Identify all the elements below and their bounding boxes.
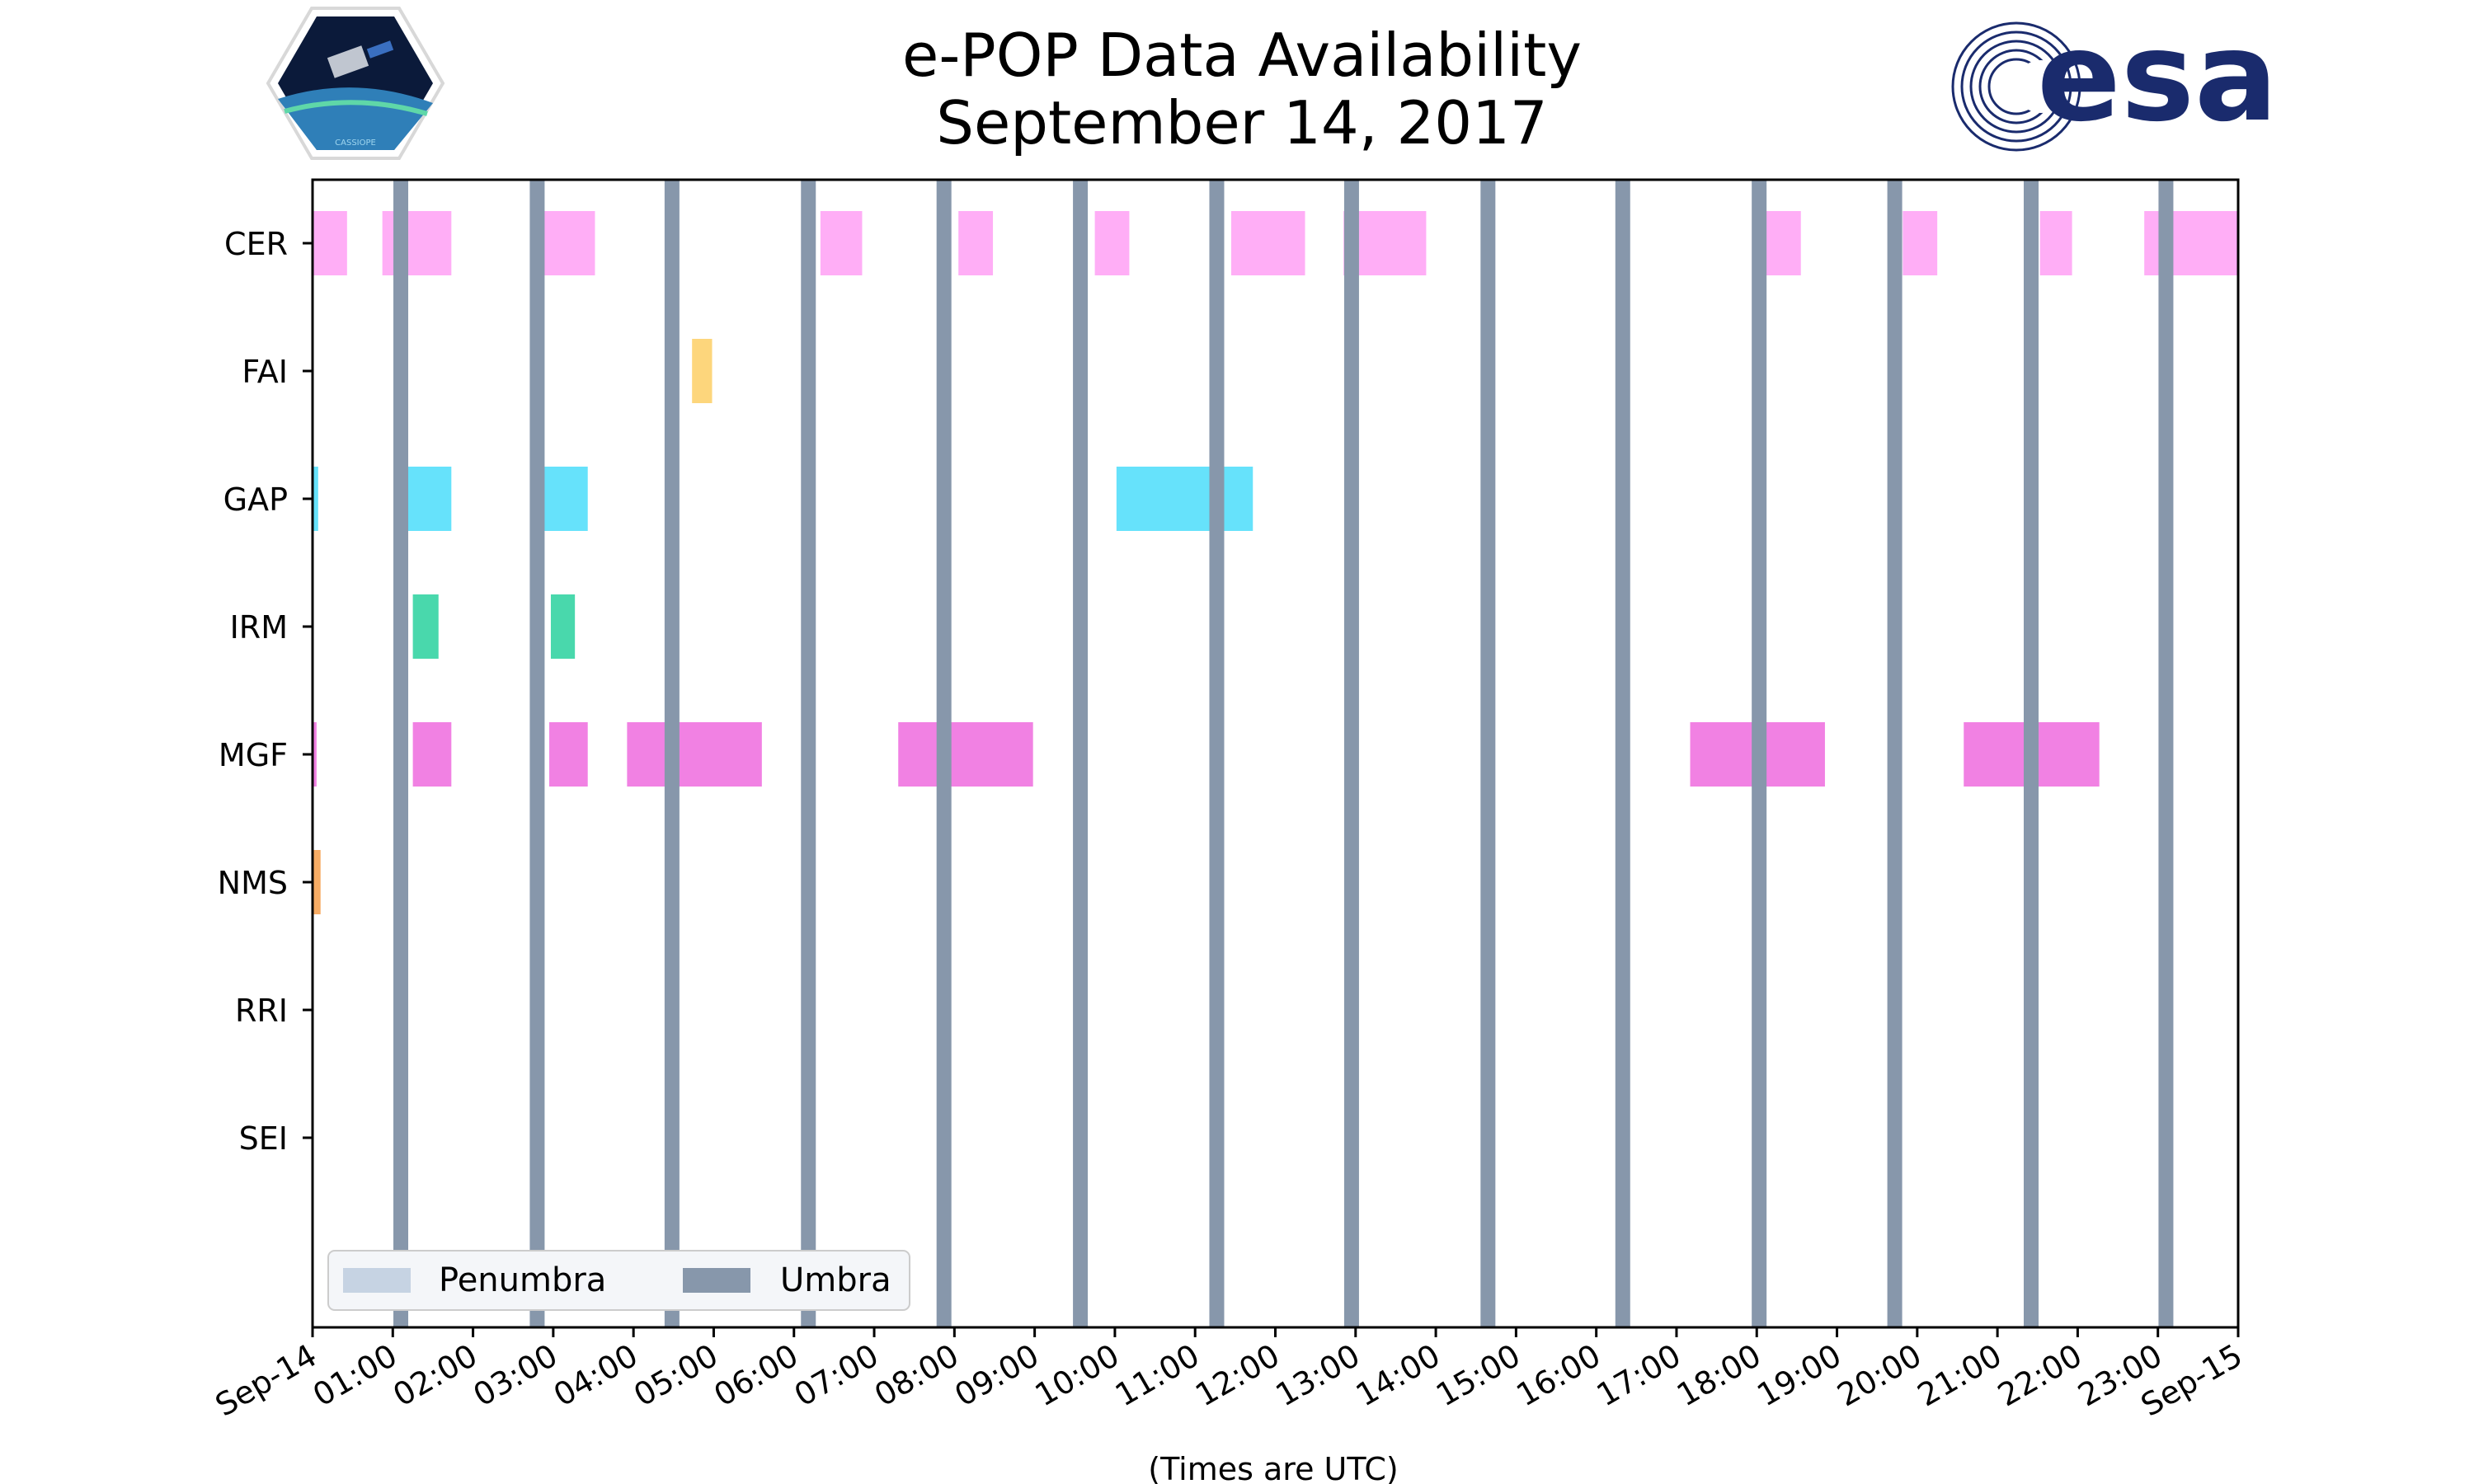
umbra-band-8 — [1480, 180, 1496, 1327]
interval-mgf-1 — [412, 722, 452, 787]
interval-cer-6 — [1230, 211, 1305, 275]
interval-gap-1 — [402, 467, 452, 531]
interval-mgf-4 — [898, 722, 1033, 787]
interval-cer-11 — [2144, 211, 2238, 275]
interval-fai-0 — [692, 339, 713, 403]
y-label-sei: SEI — [239, 1120, 288, 1157]
legend-box — [327, 1250, 910, 1311]
umbra-band-13 — [2158, 180, 2174, 1327]
interval-mgf-0 — [313, 722, 317, 787]
y-label-mgf: MGF — [219, 737, 288, 773]
y-label-nms: NMS — [218, 865, 288, 901]
interval-cer-3 — [820, 211, 863, 275]
interval-cer-1 — [382, 211, 452, 275]
umbra-band-4 — [936, 180, 952, 1327]
y-label-cer: CER — [224, 226, 288, 262]
cassiope-logo-text: CASSIOPE — [335, 139, 376, 148]
umbra-band-7 — [1343, 180, 1359, 1327]
umbra-band-5 — [1073, 180, 1089, 1327]
esa-logo-text: esa — [2037, 6, 2278, 149]
umbra-band-10 — [1752, 180, 1767, 1327]
legend: Penumbra Umbra — [327, 1250, 910, 1311]
y-label-rri: RRI — [235, 993, 288, 1029]
cassiope-logo: CASSIOPE — [266, 7, 445, 160]
interval-cer-9 — [1903, 211, 1938, 275]
umbra-band-11 — [1887, 180, 1903, 1327]
interval-nms-0 — [313, 850, 321, 914]
umbra-band-0 — [393, 180, 409, 1327]
umbra-bands — [393, 180, 2174, 1327]
umbra-band-9 — [1615, 180, 1630, 1327]
legend-umbra-swatch — [683, 1268, 750, 1293]
y-axis: CER FAI GAP IRM MGF NMS RRI SEI — [218, 226, 313, 1157]
interval-gap-3 — [1116, 467, 1253, 531]
interval-cer-8 — [1766, 211, 1801, 275]
umbra-band-2 — [664, 180, 680, 1327]
legend-penumbra-label: Penumbra — [439, 1261, 606, 1299]
umbra-band-6 — [1209, 180, 1225, 1327]
interval-irm-0 — [412, 594, 439, 659]
interval-gap-2 — [537, 467, 588, 531]
x-axis-label: (Times are UTC) — [1148, 1451, 1398, 1484]
interval-gap-0 — [313, 467, 318, 531]
interval-mgf-3 — [627, 722, 762, 787]
umbra-band-1 — [529, 180, 545, 1327]
chart-title-line-1: e-POP Data Availability — [902, 21, 1582, 90]
interval-cer-10 — [2039, 211, 2072, 275]
chart-title-line-2: September 14, 2017 — [936, 88, 1547, 157]
interval-cer-4 — [958, 211, 994, 275]
interval-cer-5 — [1094, 211, 1130, 275]
legend-umbra-label: Umbra — [780, 1261, 891, 1299]
interval-irm-1 — [550, 594, 576, 659]
legend-penumbra-swatch — [343, 1268, 411, 1293]
interval-cer-0 — [313, 211, 347, 275]
umbra-band-12 — [2023, 180, 2039, 1327]
esa-logo: esa — [1951, 6, 2278, 152]
interval-mgf-2 — [549, 722, 588, 787]
y-label-irm: IRM — [230, 609, 288, 646]
y-label-gap: GAP — [223, 481, 288, 518]
y-label-fai: FAI — [242, 354, 288, 390]
umbra-band-3 — [801, 180, 816, 1327]
